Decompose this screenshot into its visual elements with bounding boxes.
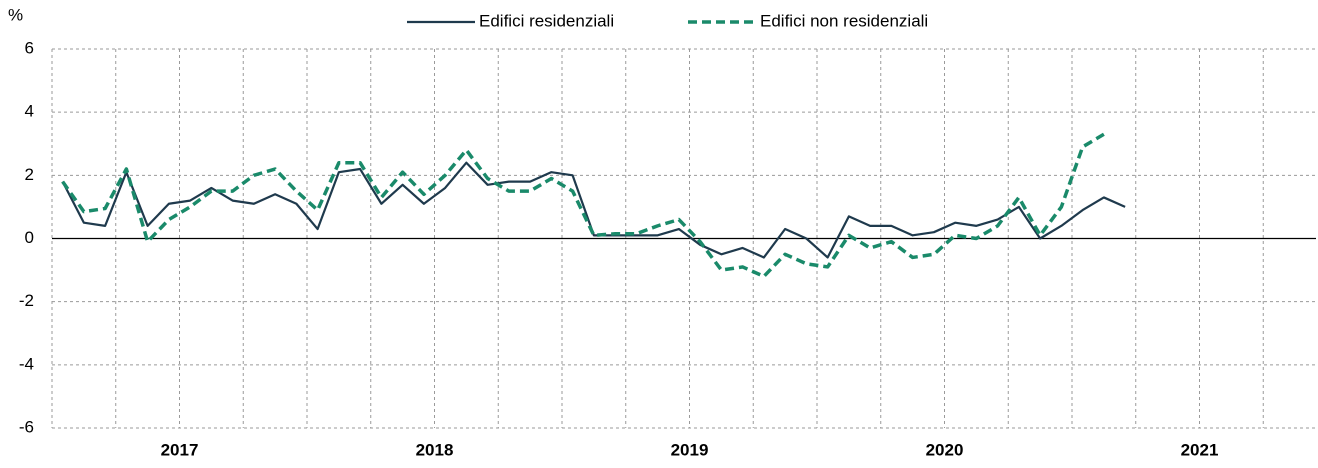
x-tick-label: 2018	[416, 440, 454, 459]
x-tick-label: 2017	[161, 440, 199, 459]
y-tick-label: 4	[25, 102, 34, 121]
legend-label: Edifici non residenziali	[760, 11, 928, 30]
x-tick-label: 2020	[926, 440, 964, 459]
x-tick-label: 2019	[671, 440, 709, 459]
y-tick-label: 2	[25, 165, 34, 184]
series-line	[61, 161, 1126, 259]
y-tick-label: -2	[19, 291, 34, 310]
y-tick-label: 6	[25, 38, 34, 57]
y-tick-label: -6	[19, 417, 34, 436]
y-tick-label: -4	[19, 354, 34, 373]
y-tick-label: 0	[25, 228, 34, 247]
series-line	[61, 132, 1105, 279]
y-unit: %	[8, 5, 23, 24]
x-tick-label: 2021	[1181, 440, 1219, 459]
legend-label: Edifici residenziali	[479, 11, 614, 30]
